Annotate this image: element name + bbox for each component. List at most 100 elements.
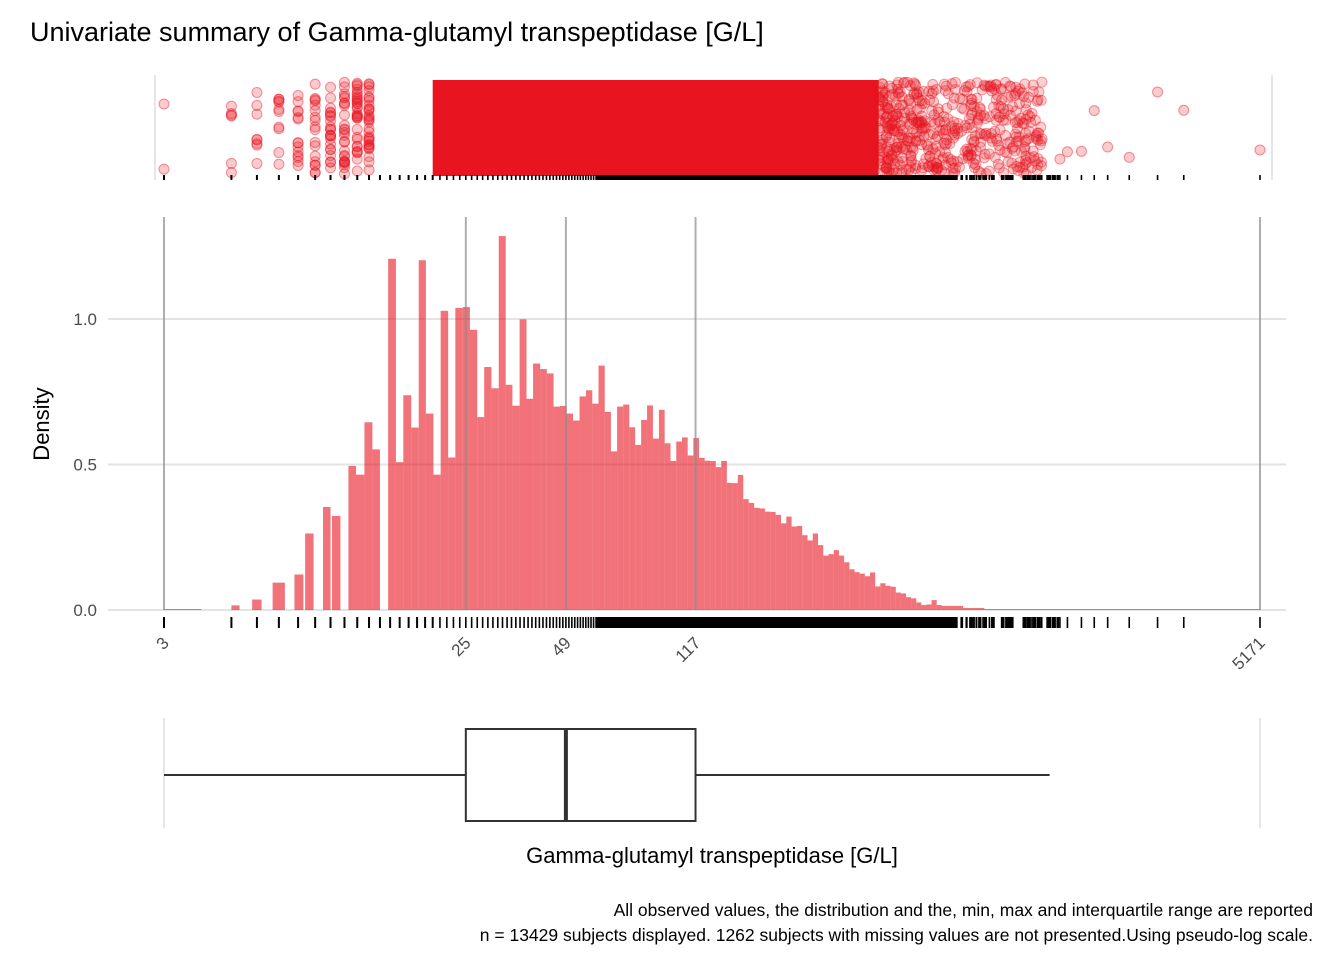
jitter-point: [1010, 105, 1022, 117]
jitter-point: [251, 138, 263, 150]
jitter-point: [898, 76, 910, 88]
jitter-point: [952, 118, 964, 130]
jitter-point: [881, 162, 893, 174]
histogram-bar: [664, 443, 671, 610]
histogram-bar: [448, 457, 456, 610]
jitter-point: [338, 109, 350, 121]
jitter-point: [892, 76, 904, 88]
jitter-point: [932, 106, 944, 118]
jitter-point: [338, 149, 350, 161]
jitter-point: [955, 125, 967, 137]
jitter-point: [1004, 109, 1016, 121]
jitter-point: [923, 161, 935, 173]
jitter-point: [971, 106, 983, 118]
jitter-point: [1123, 151, 1135, 163]
jitter-point: [873, 114, 885, 126]
jitter-point: [363, 92, 375, 104]
jitter-point: [958, 103, 970, 115]
jitter-point: [962, 81, 974, 93]
jitter-point: [916, 110, 928, 122]
jitter-point: [1012, 165, 1024, 177]
jitter-point: [309, 94, 321, 106]
jitter-point: [978, 79, 990, 91]
histogram-bar: [411, 427, 419, 610]
jitter-point: [309, 92, 321, 104]
histogram-bar: [885, 585, 891, 610]
jitter-point: [910, 135, 922, 147]
jitter-point: [1019, 143, 1031, 155]
histogram-bar: [670, 461, 677, 610]
jitter-point: [903, 93, 915, 105]
jitter-point: [1030, 131, 1042, 143]
jitter-point: [939, 147, 951, 159]
jitter-point: [351, 98, 363, 110]
histogram-bar: [775, 514, 781, 610]
jitter-point: [913, 95, 925, 107]
boxplot-panel: [163, 718, 1261, 828]
histogram-bar: [844, 562, 850, 610]
jitter-point: [875, 107, 887, 119]
jitter-point: [158, 98, 170, 110]
jitter-point: [997, 114, 1009, 126]
jitter-point: [1032, 94, 1044, 106]
jitter-point: [885, 119, 897, 131]
histogram-bar: [623, 404, 630, 610]
jitter-point: [325, 162, 337, 174]
histogram-bar: [715, 467, 722, 610]
jitter-point: [873, 91, 885, 103]
histogram-bar: [598, 365, 605, 610]
jitter-point: [1013, 115, 1025, 127]
jitter-point: [325, 144, 337, 156]
y-tick-label: 0.0: [73, 601, 97, 620]
jitter-point: [363, 105, 375, 117]
jitter-point: [875, 138, 887, 150]
histogram-bar: [433, 474, 441, 610]
jitter-point: [325, 109, 337, 121]
caption-line-1: All observed values, the distribution an…: [614, 900, 1313, 920]
jitter-point: [969, 162, 981, 174]
jitter-points: [158, 76, 1266, 180]
jitter-point: [338, 119, 350, 131]
jitter-point: [1001, 138, 1013, 150]
jitter-point: [916, 164, 928, 176]
jitter-point: [927, 78, 939, 90]
histogram-bar: [895, 592, 901, 610]
histogram-bar: [455, 307, 463, 610]
jitter-point: [938, 111, 950, 123]
jitter-point: [939, 85, 951, 97]
jitter-point: [980, 130, 992, 142]
jitter-point: [309, 78, 321, 90]
histogram-bar: [305, 533, 314, 610]
jitter-point: [948, 155, 960, 167]
jitter-point: [877, 89, 889, 101]
jitter-point: [903, 135, 915, 147]
jitter-point: [897, 99, 909, 111]
jitter-point: [1002, 91, 1014, 103]
jitter-point: [363, 133, 375, 145]
jitter-point: [1036, 133, 1048, 145]
jitter-point: [363, 139, 375, 151]
jitter-point: [884, 143, 896, 155]
jitter-point: [1102, 141, 1114, 153]
jitter-point: [959, 145, 971, 157]
histogram-bar: [900, 593, 907, 610]
jitter-point: [912, 117, 924, 129]
jitter-point: [949, 162, 961, 174]
jitter-point: [878, 146, 890, 158]
jitter-point: [895, 99, 907, 111]
histogram-bar: [395, 462, 404, 610]
jitter-point: [926, 159, 938, 171]
jitter-point: [876, 86, 888, 98]
jitter-point: [1010, 128, 1022, 140]
jitter-point: [1001, 147, 1013, 159]
jitter-point: [930, 163, 942, 175]
jitter-point: [893, 132, 905, 144]
jitter-point: [351, 95, 363, 107]
jitter-point: [949, 122, 961, 134]
jitter-point: [1020, 127, 1032, 139]
histogram-bar: [931, 600, 937, 610]
histogram-bar: [802, 535, 808, 610]
jitter-point: [903, 118, 915, 130]
jitter-point: [979, 148, 991, 160]
jitter-point: [890, 145, 902, 157]
